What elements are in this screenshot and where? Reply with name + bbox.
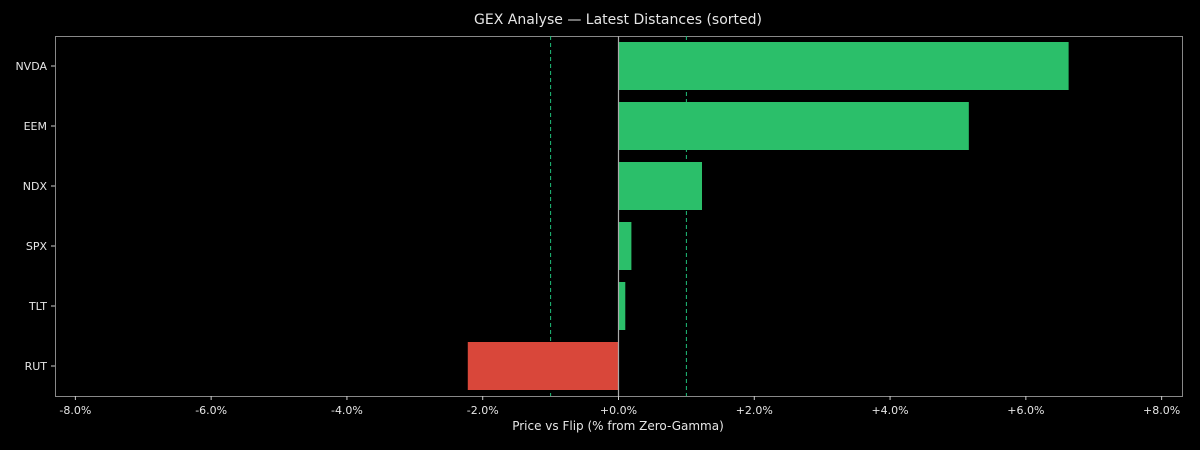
- x-tick-label: +6.0%: [1007, 404, 1044, 417]
- bar-eem: [618, 102, 969, 150]
- x-tick-label: -8.0%: [59, 404, 91, 417]
- x-tick-label: -4.0%: [331, 404, 363, 417]
- x-axis-label: Price vs Flip (% from Zero-Gamma): [512, 419, 724, 433]
- x-tick-label: +0.0%: [600, 404, 637, 417]
- x-tick-label: +8.0%: [1143, 404, 1180, 417]
- x-tick-label: +2.0%: [736, 404, 773, 417]
- y-tick-label: SPX: [26, 240, 48, 253]
- bar-ndx: [618, 162, 703, 210]
- y-tick-label: EEM: [24, 120, 47, 133]
- bar-nvda: [618, 42, 1069, 90]
- bar-tlt: [618, 282, 626, 330]
- y-tick-label: NVDA: [15, 60, 47, 73]
- y-tick-label: NDX: [23, 180, 48, 193]
- x-tick-label: +4.0%: [871, 404, 908, 417]
- y-tick-label: TLT: [28, 300, 47, 313]
- chart-title: GEX Analyse — Latest Distances (sorted): [474, 12, 762, 28]
- y-tick-label: RUT: [25, 360, 48, 373]
- bar-rut: [467, 342, 619, 390]
- x-tick-label: -6.0%: [195, 404, 227, 417]
- x-tick-label: -2.0%: [467, 404, 499, 417]
- bar-spx: [618, 222, 632, 270]
